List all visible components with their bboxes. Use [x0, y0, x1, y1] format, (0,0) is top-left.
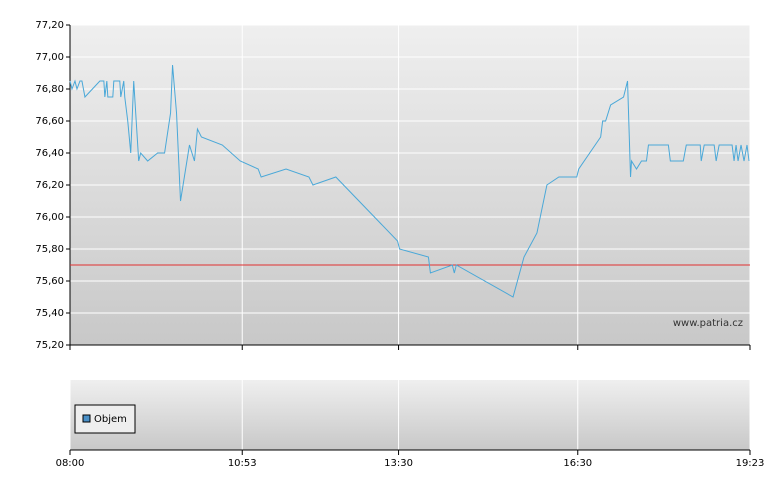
y-tick-label: 76,80: [35, 84, 64, 95]
y-tick-label: 76,60: [35, 116, 64, 127]
y-tick-label: 77,00: [35, 52, 64, 63]
y-tick-label: 77,20: [35, 20, 64, 31]
y-tick-label: 76,20: [35, 180, 64, 191]
price-line: [69, 64, 750, 298]
y-tick-label: 75,40: [35, 308, 64, 319]
x-tick-label: 10:53: [228, 458, 257, 469]
y-tick-label: 76,40: [35, 148, 64, 159]
legend-swatch: [82, 414, 91, 423]
watermark: www.patria.cz: [673, 318, 743, 329]
legend-label: Objem: [94, 414, 127, 425]
x-tick-label: 13:30: [384, 458, 413, 469]
y-tick-label: 75,80: [35, 244, 64, 255]
x-tick-label: 16:30: [563, 458, 592, 469]
y-tick-label: 76,00: [35, 212, 64, 223]
volume-area: [70, 380, 750, 450]
x-tick-label: 08:00: [56, 458, 85, 469]
x-tick-label: 19:23: [736, 458, 765, 469]
y-tick-label: 75,60: [35, 276, 64, 287]
y-tick-label: 75,20: [35, 340, 64, 351]
